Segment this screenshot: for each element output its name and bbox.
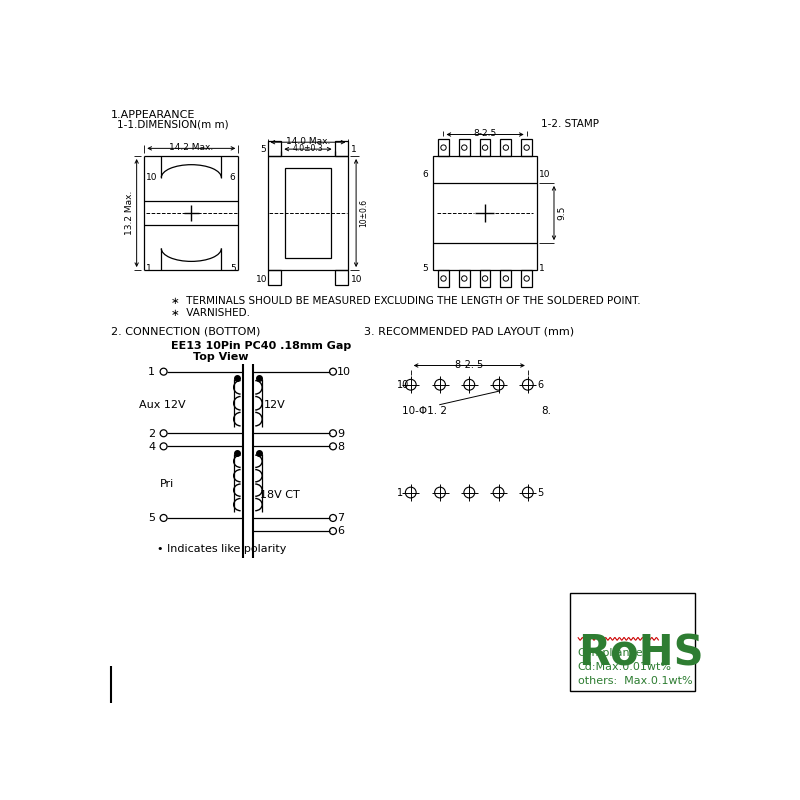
Text: 14.2 Max.: 14.2 Max. <box>169 143 214 152</box>
Bar <box>267 270 282 286</box>
Text: 1: 1 <box>539 264 545 273</box>
Text: 10: 10 <box>256 274 267 284</box>
Text: 10: 10 <box>539 170 551 179</box>
Text: 18V CT: 18V CT <box>260 490 300 500</box>
Text: Top View: Top View <box>193 353 248 362</box>
Bar <box>267 141 282 156</box>
Text: 10: 10 <box>350 274 362 284</box>
Text: 10: 10 <box>337 367 351 377</box>
Bar <box>438 270 449 287</box>
Text: 2. CONNECTION (BOTTOM): 2. CONNECTION (BOTTOM) <box>111 327 261 337</box>
Text: 2: 2 <box>148 429 155 438</box>
Bar <box>286 168 330 258</box>
Text: 3. RECOMMENDED PAD LAYOUT (mm): 3. RECOMMENDED PAD LAYOUT (mm) <box>364 327 574 337</box>
Text: 1: 1 <box>146 264 152 273</box>
Text: 12V: 12V <box>264 400 286 410</box>
Text: 5: 5 <box>148 514 155 523</box>
Text: Pri: Pri <box>160 479 174 490</box>
Bar <box>501 139 511 156</box>
Bar <box>334 270 349 286</box>
Text: others:  Max.0.1wt%: others: Max.0.1wt% <box>578 676 693 686</box>
Bar <box>480 139 490 156</box>
Text: 6: 6 <box>337 526 344 537</box>
Text: 1-2. STAMP: 1-2. STAMP <box>541 119 599 129</box>
Text: 1-1.DIMENSION(m m): 1-1.DIMENSION(m m) <box>118 119 229 129</box>
Bar <box>459 139 470 156</box>
Text: 14.0 Max.: 14.0 Max. <box>286 137 330 146</box>
Bar <box>267 156 349 270</box>
Text: EE13 10Pin PC40 .18mm Gap: EE13 10Pin PC40 .18mm Gap <box>171 341 351 351</box>
Text: 6: 6 <box>422 170 428 179</box>
Text: 1.APPEARANCE: 1.APPEARANCE <box>111 110 196 120</box>
Bar <box>570 593 695 691</box>
Text: 4: 4 <box>148 442 155 452</box>
Text: 10-Φ1. 2: 10-Φ1. 2 <box>402 406 447 416</box>
Bar <box>501 270 511 287</box>
Text: 10±0.6: 10±0.6 <box>359 199 368 227</box>
Text: 8-2. 5: 8-2. 5 <box>455 360 483 370</box>
Bar <box>480 270 490 287</box>
Bar <box>522 139 532 156</box>
Text: 8-2.5: 8-2.5 <box>474 129 497 138</box>
Text: 5: 5 <box>260 146 266 154</box>
Text: Aux 12V: Aux 12V <box>139 400 186 410</box>
Text: 5: 5 <box>537 488 543 498</box>
Text: ∗  VARNISHED.: ∗ VARNISHED. <box>171 308 250 318</box>
Text: 6: 6 <box>537 380 543 390</box>
Text: Cd:Max.0.01wt%: Cd:Max.0.01wt% <box>578 662 672 672</box>
Text: 5: 5 <box>422 264 428 273</box>
Text: 7: 7 <box>337 514 344 523</box>
Text: 8: 8 <box>337 442 344 452</box>
Bar <box>438 139 449 156</box>
Text: 1: 1 <box>397 488 403 498</box>
Text: 6: 6 <box>229 173 235 182</box>
Bar <box>334 141 349 156</box>
Text: 9.5: 9.5 <box>557 206 566 220</box>
Text: • Indicates like polarity: • Indicates like polarity <box>158 544 287 554</box>
Text: 4.0±0.3: 4.0±0.3 <box>293 144 323 153</box>
Bar <box>522 270 532 287</box>
Text: 1: 1 <box>350 146 357 154</box>
Bar <box>459 270 470 287</box>
Text: 9: 9 <box>337 429 344 438</box>
Text: 8.: 8. <box>542 406 552 416</box>
Text: 10: 10 <box>146 173 158 182</box>
Bar <box>433 156 537 270</box>
Text: 1: 1 <box>148 367 155 377</box>
Text: RoHS: RoHS <box>578 633 703 674</box>
Text: 13.2 Max.: 13.2 Max. <box>125 191 134 235</box>
Text: 5: 5 <box>230 264 236 273</box>
Text: Compliance: Compliance <box>578 648 643 658</box>
Text: 10: 10 <box>397 380 409 390</box>
Text: ∗  TERMINALS SHOULD BE MEASURED EXCLUDING THE LENGTH OF THE SOLDERED POINT.: ∗ TERMINALS SHOULD BE MEASURED EXCLUDING… <box>171 296 641 306</box>
